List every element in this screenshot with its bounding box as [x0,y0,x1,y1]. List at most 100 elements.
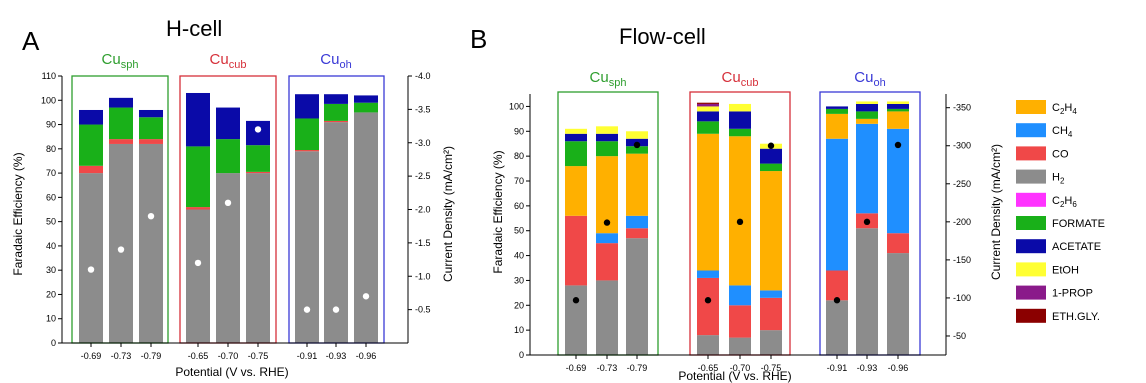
bar-segment [887,111,909,129]
x-tick-label: -0.73 [597,363,618,373]
bar-segment [596,233,618,244]
current-density-point [767,142,775,149]
bar-segment [760,290,782,298]
current-density-point [894,141,902,149]
y-tick-label: 50 [514,226,524,236]
bar-segment [887,103,909,109]
legend-label: ETH.GLY. [1052,311,1100,323]
bar-segment [596,126,618,134]
bar-segment [760,330,782,355]
y-tick-label: 30 [514,275,524,285]
y-tick-label: 70 [514,176,524,186]
y2-tick-label: -2.0 [415,205,431,215]
current-density-point [303,306,311,313]
x-tick-label: -0.69 [81,351,102,361]
y-tick-label: 80 [514,151,524,161]
panel-a-y2label: Current Density (mA/cm²) [441,146,455,282]
legend: C2H4 CH4 CO H2 C2H6 FORMATE ACETATE EtOH 1-PROP E… [1016,100,1105,323]
bar-segment [856,101,878,104]
panel-b-letter: B [470,24,487,54]
legend-label: FORMATE [1052,218,1105,230]
group-label: Cusph [590,69,627,89]
bar-segment [697,103,719,107]
bar-segment [216,173,240,343]
bar-segment [626,228,648,239]
legend-label: CO [1052,148,1069,160]
bar-segment [139,109,163,118]
legend-swatch [1016,239,1046,254]
panel-b-ylabel: Faradaic Efficiency (%) [491,150,505,273]
current-density-point [633,141,641,149]
bar-segment [760,171,782,291]
bar-segment [729,111,751,129]
y-tick-label: 30 [46,265,56,275]
bar-segment [139,143,163,343]
bar-segment [79,124,103,166]
bar-segment [354,95,378,103]
y-tick-label: 80 [46,144,56,154]
y2-tick-label: -150 [953,255,971,265]
bar-segment [565,215,587,286]
bar-segment [186,92,210,147]
bar-segment [79,109,103,125]
group-label: Cusph [102,51,139,71]
bar-segment [354,102,378,113]
bar-segment [565,128,587,134]
y-tick-label: 100 [41,95,56,105]
y2-tick-label: -200 [953,217,971,227]
x-tick-label: -0.65 [188,351,209,361]
y-tick-label: 40 [46,241,56,251]
x-tick-label: -0.75 [761,363,782,373]
y2-tick-label: -0.5 [415,305,431,315]
legend-swatch [1016,169,1046,184]
panel-b-title: Flow-cell [619,24,706,49]
current-density-point [603,219,611,226]
bar-segment [109,139,133,144]
y2-tick-label: -100 [953,293,971,303]
y-tick-label: 20 [46,289,56,299]
bar-segment [626,238,648,355]
bar-segment [626,146,648,154]
current-density-point [87,266,95,273]
x-tick-label: -0.65 [698,363,719,373]
y-tick-label: 0 [51,338,56,348]
bar-segment [109,97,133,108]
panel-a-letter: A [22,26,40,56]
bar-segment [729,103,751,112]
current-density-point [147,212,155,220]
x-tick-label: -0.79 [627,363,648,373]
y-tick-label: 90 [514,126,524,136]
bar-segment [856,103,878,112]
y-tick-label: 100 [509,101,524,111]
y2-tick-label: -2.5 [415,171,431,181]
panel-b-y2label: Current Density (mA/cm²) [989,144,1003,280]
bar-segment [697,121,719,134]
bar-segment [856,111,878,119]
bar-segment [826,113,848,139]
bar-segment [697,133,719,271]
x-tick-label: -0.70 [730,363,751,373]
bar-segment [729,305,751,338]
bar-segment [324,94,348,104]
group-label: Cuoh [320,51,351,71]
current-density-point [117,246,125,253]
bar-segment [697,277,719,336]
x-tick-label: -0.91 [827,363,848,373]
bar-segment [697,335,719,355]
y2-tick-label: -300 [953,141,971,151]
bar-segment [596,280,618,355]
y-tick-label: 40 [514,251,524,261]
y-tick-label: 90 [46,120,56,130]
bar-segment [596,141,618,157]
bar-segment [596,243,618,281]
bar-segment [79,173,103,343]
bar-segment [887,128,909,234]
bar-segment [856,118,878,124]
x-tick-label: -0.91 [297,351,318,361]
bar-segment [697,270,719,278]
legend-swatch [1016,146,1046,161]
x-tick-label: -0.79 [141,351,162,361]
bar-segment [729,128,751,137]
current-density-point [736,218,744,226]
bar-segment [729,285,751,306]
